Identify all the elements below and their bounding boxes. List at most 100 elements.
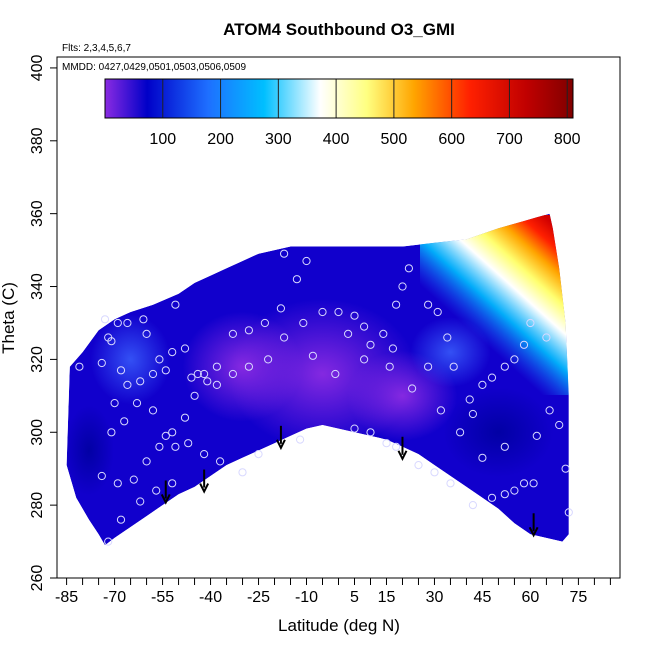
- y-axis-label: Theta (C): [0, 282, 18, 354]
- sample-point: [519, 479, 529, 488]
- profile-arrow: [397, 436, 408, 462]
- y-tick-label: 340: [29, 273, 46, 300]
- sample-point: [212, 380, 221, 389]
- profile-arrow: [528, 513, 539, 538]
- sample-point: [542, 333, 551, 342]
- sample-point: [519, 340, 529, 349]
- sample-point: [414, 461, 423, 470]
- y-tick-label: 260: [29, 565, 46, 592]
- sample-point: [392, 442, 401, 451]
- sample-point: [555, 420, 564, 430]
- sample-point: [443, 333, 452, 342]
- sample-point: [168, 348, 177, 357]
- x-tick-label: 30: [426, 589, 444, 606]
- sample-point: [404, 264, 413, 273]
- chart-title: ATOM4 Southbound O3_GMI: [223, 20, 455, 39]
- sample-point: [430, 468, 439, 477]
- sample-point: [200, 450, 209, 459]
- x-axis: -85 -70 -55 -40 -25 -10 5 15 30 45 60 75: [55, 578, 611, 606]
- sample-point: [238, 468, 247, 477]
- sample-point: [465, 395, 474, 404]
- sample-point: [116, 515, 126, 524]
- sample-point: [478, 453, 487, 462]
- sample-point: [526, 318, 535, 328]
- sample-point: [187, 373, 196, 382]
- sample-point: [107, 337, 116, 346]
- sample-point: [123, 318, 132, 328]
- colorbar-tick-label: 600: [438, 131, 465, 148]
- colorbar-ticks: 100 200 300 400 500 600 700 800: [149, 79, 581, 148]
- y-tick-label: 280: [29, 492, 46, 519]
- x-tick-label: -25: [247, 589, 270, 606]
- colorbar-tick-label: 800: [554, 131, 581, 148]
- sample-point: [433, 307, 442, 317]
- sample-point: [392, 300, 401, 309]
- sample-point: [344, 329, 353, 338]
- sample-point: [180, 413, 190, 422]
- sample-points: [75, 249, 573, 546]
- colorbar: 100 200 300 400 500 600 700 800: [104, 78, 581, 148]
- sample-point: [155, 442, 164, 451]
- sample-point: [104, 537, 113, 546]
- sample-point: [184, 439, 193, 448]
- sample-point: [216, 457, 225, 466]
- y-tick-label: 320: [29, 346, 46, 373]
- x-tick-label: 45: [474, 589, 492, 606]
- sample-point: [468, 501, 477, 510]
- sample-point: [487, 373, 497, 382]
- x-tick-label: 15: [378, 589, 396, 606]
- sample-point: [136, 497, 145, 506]
- sample-point: [280, 249, 289, 258]
- sample-point: [318, 307, 327, 317]
- profile-arrow: [276, 425, 286, 451]
- dates-annotation: MMDD: 0427,0429,0501,0503,0506,0509: [62, 62, 246, 73]
- profile-arrow: [160, 480, 171, 505]
- sample-point: [398, 282, 407, 291]
- sample-point: [276, 304, 285, 313]
- sample-point: [180, 344, 190, 353]
- sample-point: [148, 406, 158, 415]
- ozone-maximum-region: [420, 215, 569, 395]
- sample-point: [142, 457, 151, 466]
- sample-point: [168, 428, 177, 437]
- sample-point: [190, 391, 199, 400]
- sample-point: [296, 435, 305, 444]
- colorbar-tick-label: 400: [323, 131, 350, 148]
- sample-point: [161, 366, 170, 375]
- y-tick-label: 400: [29, 54, 46, 81]
- sample-point: [561, 464, 570, 473]
- x-tick-label: -10: [295, 589, 318, 606]
- sample-point: [334, 307, 343, 317]
- x-tick-label: 5: [350, 589, 359, 606]
- colorbar-tick-label: 200: [207, 131, 234, 148]
- sample-point: [487, 493, 497, 502]
- x-tick-label: -55: [151, 589, 174, 606]
- sample-point: [148, 369, 158, 379]
- x-axis-label: Latitude (deg N): [278, 616, 400, 635]
- profile-arrows: [160, 425, 539, 538]
- y-tick-label: 300: [29, 419, 46, 446]
- sample-point: [449, 362, 458, 371]
- x-tick-label: 75: [570, 589, 588, 606]
- northern-lower-region: [443, 387, 554, 478]
- sample-point: [446, 479, 455, 488]
- sample-point: [200, 369, 209, 379]
- y-axis: 260 280 300 320 340 360 380 400: [29, 54, 57, 591]
- sample-point: [385, 362, 394, 371]
- sample-point: [142, 329, 151, 338]
- sample-point: [155, 355, 164, 364]
- sample-point: [292, 275, 301, 284]
- sample-point: [500, 490, 509, 499]
- sample-point: [107, 428, 116, 437]
- profile-arrow: [199, 469, 210, 494]
- sample-point: [120, 417, 129, 426]
- sample-point: [139, 315, 148, 324]
- sample-point: [436, 406, 445, 415]
- sample-point: [299, 318, 308, 328]
- sample-point: [97, 471, 106, 481]
- sample-point: [468, 409, 477, 419]
- colorbar-tick-label: 300: [265, 131, 292, 148]
- sample-point: [382, 439, 391, 448]
- sample-point: [168, 479, 177, 488]
